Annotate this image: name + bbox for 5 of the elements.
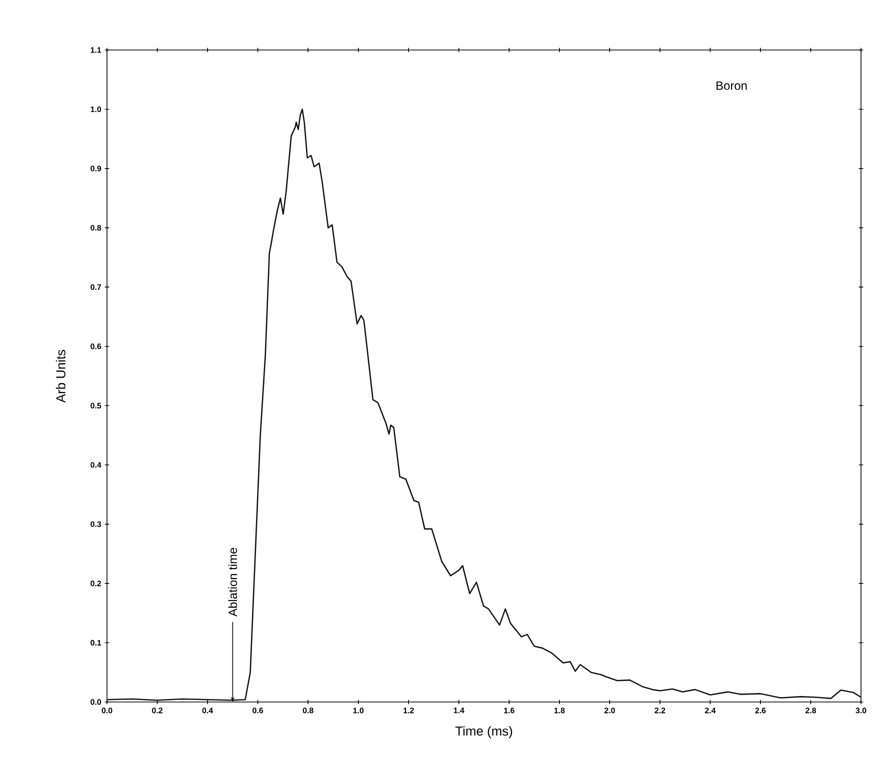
annotation: Ablation time [228,548,238,616]
x-axis-title: Time (ms) [455,726,512,738]
y-axis-title: Arb Units [56,350,66,403]
annotation: Boron [716,82,747,90]
line-series [106,108,862,702]
